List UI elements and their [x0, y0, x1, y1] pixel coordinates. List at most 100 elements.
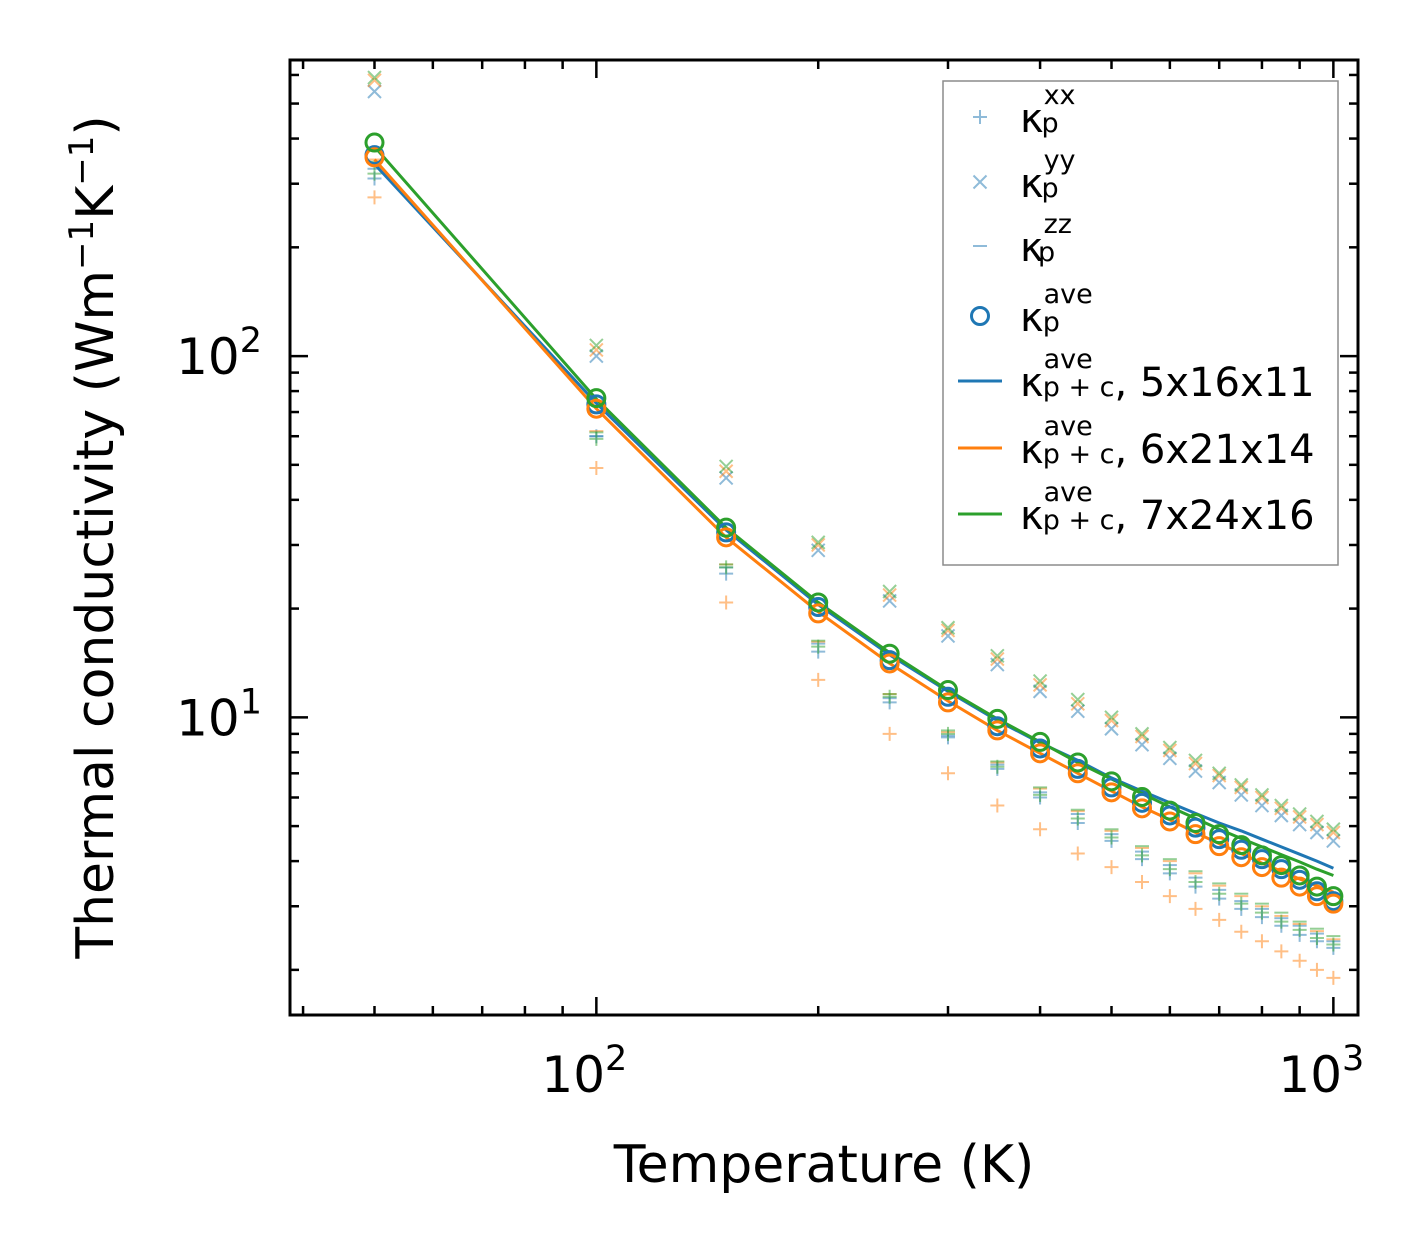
circles-7x24x16 — [364, 132, 1344, 907]
point-kxx — [940, 766, 955, 781]
point-kyy — [1274, 798, 1289, 813]
tick-labels: 102 103 101 102 — [176, 321, 1364, 1104]
point-kave — [937, 680, 958, 701]
point-kave — [1251, 857, 1272, 878]
point-kave — [716, 527, 737, 548]
point-kxx — [1188, 901, 1203, 916]
point-kave — [1306, 876, 1327, 897]
point-kyy — [1134, 729, 1150, 744]
point-kyy — [367, 73, 382, 88]
point-kyy — [1211, 766, 1227, 781]
point-kave — [1323, 886, 1344, 907]
point-kyy — [1188, 763, 1203, 779]
point-kyy — [589, 342, 604, 358]
legend-label: κzz p — [1020, 209, 1072, 271]
point-kave — [1231, 847, 1252, 868]
line-kpc-5x16x11 — [373, 163, 1334, 870]
series-7x24x16 — [367, 70, 1341, 952]
point-kyy — [1309, 814, 1325, 829]
point-kxx — [882, 726, 897, 741]
point-kxx — [1234, 896, 1249, 911]
point-kyy — [1032, 673, 1048, 689]
point-kyy — [589, 348, 604, 364]
point-kave — [1067, 763, 1088, 784]
point-kxx — [1274, 944, 1289, 959]
point-kave — [1209, 824, 1230, 845]
point-kyy — [1274, 801, 1289, 816]
point-kave — [1132, 798, 1153, 819]
legend-box — [942, 80, 1339, 566]
legend-marker-plus — [973, 110, 987, 124]
point-kxx — [882, 689, 897, 704]
point-kyy — [367, 84, 382, 99]
point-kxx — [1104, 830, 1119, 845]
point-kxx — [719, 595, 734, 610]
point-kave — [987, 720, 1008, 741]
point-kxx — [1135, 848, 1150, 863]
point-kave — [879, 653, 900, 674]
y-tick-label: 102 — [176, 321, 262, 386]
point-kyy — [1234, 780, 1249, 795]
point-kxx — [811, 672, 826, 687]
point-kxx — [990, 798, 1005, 813]
legend-label: κave p + c, 7x24x16 — [1020, 477, 1315, 539]
point-kxx — [1309, 931, 1324, 946]
point-kave — [1132, 792, 1153, 813]
point-kave — [364, 132, 385, 153]
point-kave — [1030, 731, 1051, 752]
point-kyy — [1032, 677, 1048, 693]
plot-content — [364, 70, 1344, 985]
x-tick-label: 103 — [1278, 1039, 1364, 1104]
point-kave — [1323, 893, 1344, 914]
point-kyy — [1326, 825, 1341, 840]
point-kxx — [1212, 886, 1227, 901]
point-kave — [808, 603, 829, 624]
y-tick-label: 101 — [176, 682, 262, 747]
point-kyy — [1104, 710, 1119, 725]
point-kyy — [1070, 692, 1085, 707]
point-kyy — [811, 535, 826, 550]
point-kyy — [1162, 740, 1178, 755]
point-kyy — [1134, 726, 1150, 742]
point-kave — [937, 692, 958, 713]
point-kave — [1289, 865, 1310, 886]
point-kxx — [1033, 822, 1048, 837]
point-kxx — [811, 639, 826, 654]
point-kave — [1271, 855, 1292, 876]
point-kyy — [1104, 713, 1119, 728]
point-kave — [987, 708, 1008, 729]
point-kyy — [1254, 790, 1270, 805]
point-kxx — [1292, 922, 1307, 937]
legend-label: κave p — [1020, 279, 1093, 341]
point-kave — [716, 517, 737, 538]
point-kxx — [1254, 934, 1269, 949]
point-kave — [586, 388, 607, 409]
point-kave — [1185, 824, 1206, 845]
point-kyy — [1211, 768, 1227, 783]
point-kxx — [1162, 889, 1177, 904]
point-kyy — [1292, 809, 1307, 825]
point-kxx — [1292, 953, 1307, 968]
point-kyy — [1070, 696, 1085, 712]
point-kyy — [1188, 756, 1203, 771]
point-kyy — [1188, 753, 1203, 768]
plot-frame — [288, 58, 1360, 1017]
point-kave — [1159, 800, 1180, 821]
point-kyy — [1326, 822, 1341, 837]
point-kyy — [589, 338, 604, 353]
point-kxx — [589, 431, 604, 446]
point-kxx — [1254, 905, 1269, 920]
point-kxx — [1234, 924, 1249, 939]
point-kxx — [940, 726, 955, 741]
point-kxx — [1326, 970, 1341, 985]
point-kxx — [1104, 860, 1119, 875]
legend-label: κave p + c, 5x16x11 — [1020, 344, 1315, 406]
point-kave — [1067, 752, 1088, 773]
point-kxx — [1162, 862, 1177, 877]
x-axis-label: Temperature (K) — [613, 1135, 1035, 1195]
point-kave — [1231, 835, 1252, 856]
legend-marker-circle — [970, 306, 990, 326]
point-kyy — [1234, 777, 1249, 793]
